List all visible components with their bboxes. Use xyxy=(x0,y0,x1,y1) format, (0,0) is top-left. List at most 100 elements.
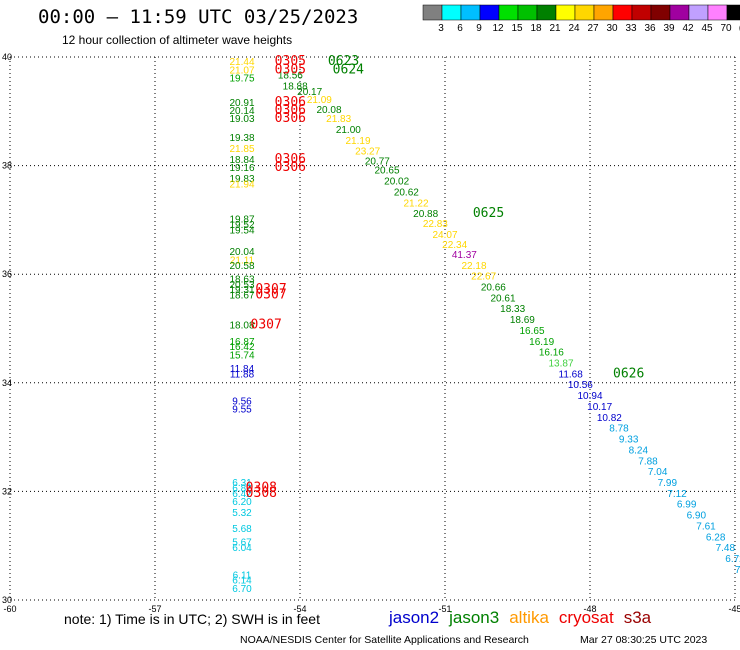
legend-swatch-2 xyxy=(460,4,481,21)
chart-grid: -60 -57 -54 -51 -48 -45 30 32 34 36 38 40 xyxy=(2,52,740,614)
swh-value: 41.37 xyxy=(452,250,477,261)
swh-value: 11.88 xyxy=(230,369,255,380)
y-tick-label: 30 xyxy=(2,595,12,605)
swh-value: 6.90 xyxy=(687,511,707,522)
swh-value: 20.66 xyxy=(481,282,506,293)
legend-swatch-9 xyxy=(593,4,614,21)
pass-time-label: 0306 xyxy=(275,111,306,126)
pass-time-label: 0307 xyxy=(255,288,286,303)
swh-value: 20.58 xyxy=(229,261,254,272)
pass-time-label: 0306 xyxy=(275,103,306,118)
swh-value: 19.54 xyxy=(229,225,254,236)
swh-value: 20.77 xyxy=(365,157,390,168)
swh-value: 20.61 xyxy=(490,293,515,304)
swh-value: 11.84 xyxy=(230,364,255,375)
footer-timestamp: Mar 27 08:30:25 UTC 2023 xyxy=(580,634,708,646)
swh-value: 19.38 xyxy=(229,133,254,144)
swh-value: 5.67 xyxy=(232,538,252,549)
legend-label: 27 xyxy=(587,23,599,34)
swh-value: 20.53 xyxy=(229,280,254,291)
swh-value: 6.11 xyxy=(233,570,252,581)
mission-s3a: s3a xyxy=(623,608,652,627)
legend-label: 45 xyxy=(701,23,713,34)
legend-swatch-13 xyxy=(669,4,690,21)
swh-value: 7.88 xyxy=(638,456,658,467)
pass-time-label: 0307 xyxy=(255,282,286,297)
legend-label: 12 xyxy=(492,23,504,34)
swh-value: 18.84 xyxy=(229,155,254,166)
legend-label: (ft) xyxy=(739,23,740,34)
swh-value: 21.07 xyxy=(229,65,254,76)
swh-value: 19.83 xyxy=(229,174,254,185)
swh-value: 6.14 xyxy=(232,576,252,587)
swh-value: 6.82 xyxy=(232,483,252,494)
y-tick-label: 38 xyxy=(2,161,12,171)
swh-value: 20.17 xyxy=(297,87,322,98)
swh-value: 18.08 xyxy=(229,321,254,332)
legend-label: 15 xyxy=(511,23,523,34)
legend-swatch-12 xyxy=(650,4,671,21)
y-tick-label: 32 xyxy=(2,486,12,496)
swh-value: 19.16 xyxy=(229,163,254,174)
swh-value: 6.42 xyxy=(232,489,252,500)
y-tick-label: 36 xyxy=(2,269,12,279)
legend-swatch-0 xyxy=(422,4,443,21)
pass-time-label: 0306 xyxy=(275,95,306,110)
legend-swatch-16 xyxy=(726,4,740,21)
legend-label: 3 xyxy=(438,23,444,34)
swh-value: 20.14 xyxy=(229,106,254,117)
swh-value: 19.52 xyxy=(229,220,254,231)
x-tick-label: -54 xyxy=(293,604,306,614)
swh-value: 18.56 xyxy=(278,71,303,82)
swh-value: 6.04 xyxy=(232,543,252,554)
swh-value: 6.99 xyxy=(677,500,697,511)
swh-value: 18.63 xyxy=(229,274,254,285)
mission-altika: altika xyxy=(509,608,549,627)
legend-swatch-6 xyxy=(536,4,557,21)
swh-value: 10.94 xyxy=(577,391,602,402)
swh-value: 19.31 xyxy=(229,285,254,296)
swh-value: 7.48 xyxy=(716,543,736,554)
swh-value: 16.65 xyxy=(519,326,544,337)
swh-value: 18.67 xyxy=(229,291,254,302)
pass-time-label: 0306 xyxy=(275,152,306,167)
swh-value: 20.65 xyxy=(374,166,399,177)
pass-time-label: 0305 xyxy=(275,62,306,77)
pass-time-label: 0626 xyxy=(613,366,644,381)
swh-value: 7.12 xyxy=(667,489,687,500)
pass-time-label: 0308 xyxy=(246,486,277,501)
swh-value: 5.68 xyxy=(232,524,252,535)
swh-value: 6.20 xyxy=(232,497,252,508)
x-tick-label: -51 xyxy=(438,604,451,614)
legend-label: 24 xyxy=(568,23,580,34)
legend-swatch-10 xyxy=(612,4,633,21)
pass-time-label: 0308 xyxy=(246,480,277,495)
y-tick-label: 34 xyxy=(2,378,12,388)
swh-value: 18.88 xyxy=(283,82,308,93)
pass-time-label: 0624 xyxy=(333,62,364,77)
swh-value: 16.87 xyxy=(229,337,254,348)
legend-label: 21 xyxy=(549,23,561,34)
swh-value: 21.19 xyxy=(345,136,370,147)
legend-swatch-11 xyxy=(631,4,652,21)
swh-value: 22.67 xyxy=(471,272,496,283)
legend-label: 39 xyxy=(663,23,675,34)
swh-value: 23.27 xyxy=(355,147,380,158)
swh-value: 16.19 xyxy=(529,337,554,348)
legend-swatch-14 xyxy=(688,4,709,21)
legend-label: 70 xyxy=(720,23,732,34)
swh-value: 16.42 xyxy=(229,342,254,353)
swh-value: 16.16 xyxy=(539,348,564,359)
legend-swatch-1 xyxy=(441,4,462,21)
page-subtitle: 12 hour collection of altimeter wave hei… xyxy=(62,33,293,47)
swh-value: 20.62 xyxy=(394,187,419,198)
x-tick-label: -57 xyxy=(148,604,161,614)
legend-swatch-3 xyxy=(479,4,500,21)
legend-label: 30 xyxy=(606,23,618,34)
swh-value: 13.87 xyxy=(548,359,573,370)
swh-value: 10.56 xyxy=(568,380,593,391)
footer-credit: NOAA/NESDIS Center for Satellite Applica… xyxy=(240,634,529,646)
mission-jason2: jason2 xyxy=(389,608,440,627)
swh-value: 20.91 xyxy=(229,98,254,109)
